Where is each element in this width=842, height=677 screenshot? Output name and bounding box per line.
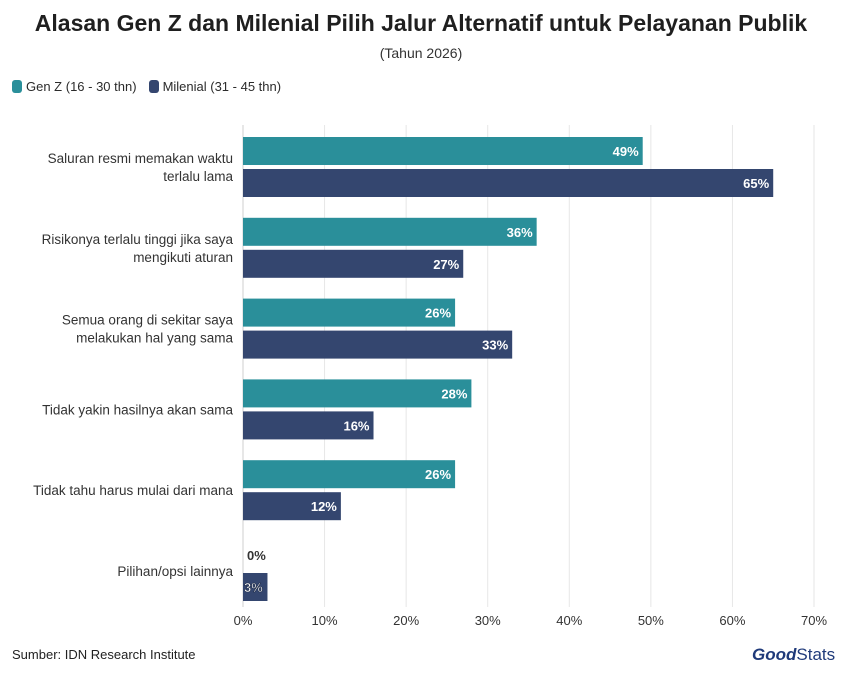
data-label: 26%: [425, 306, 451, 321]
category-label: mengikuti aturan: [133, 250, 233, 265]
legend-swatch-genz: [12, 80, 22, 93]
bar-milenial: [243, 330, 513, 359]
x-tick-label: 50%: [638, 613, 664, 628]
logo-good: Good: [752, 645, 797, 664]
category-label: melakukan hal yang sama: [76, 331, 233, 346]
bar-genz: [243, 137, 643, 165]
category-label: Risikonya terlalu tinggi jika saya: [42, 232, 234, 247]
data-label: 28%: [441, 386, 467, 401]
category-label: Pilihan/opsi lainnya: [117, 564, 233, 579]
bar-genz: [243, 298, 456, 327]
x-tick-label: 20%: [393, 613, 419, 628]
data-label: 36%: [507, 225, 533, 240]
data-label: 33%: [482, 338, 508, 353]
legend-swatch-milenial: [148, 80, 159, 93]
bar-genz: [243, 217, 537, 246]
data-label: 12%: [311, 499, 337, 514]
x-tick-label: 30%: [475, 613, 501, 628]
bar-milenial: [243, 411, 374, 440]
bar-milenial: [243, 249, 464, 278]
category-label: Tidak yakin hasilnya akan sama: [42, 402, 233, 417]
data-label: 27%: [433, 257, 459, 272]
legend-label-genz: Gen Z (16 - 30 thn): [26, 79, 137, 94]
legend-label-milenial: Milenial (31 - 45 thn): [162, 79, 282, 94]
category-label: Saluran resmi memakan waktu: [48, 151, 233, 166]
chart-title: Alasan Gen Z dan Milenial Pilih Jalur Al…: [34, 10, 808, 36]
category-label: terlalu lama: [163, 169, 233, 184]
logo-stats: Stats: [796, 645, 836, 664]
bar-milenial: [243, 169, 774, 197]
goodstats-logo: GoodStats: [752, 645, 835, 665]
data-label: 65%: [743, 176, 769, 191]
data-label: 49%: [613, 144, 639, 159]
data-label: 0%: [247, 548, 266, 563]
source-note: Sumber: IDN Research Institute: [12, 647, 196, 662]
bar-milenial: [243, 492, 341, 521]
category-label: Semua orang di sekitar saya: [62, 313, 234, 328]
bar-genz: [243, 379, 472, 408]
x-tick-label: 10%: [312, 613, 338, 628]
x-tick-label: 0%: [234, 613, 253, 628]
category-label: Tidak tahu harus mulai dari mana: [33, 483, 233, 498]
legend: Gen Z (16 - 30 thn) Milenial (31 - 45 th…: [12, 79, 281, 94]
data-label: 16%: [343, 418, 369, 433]
data-label: 3%: [244, 580, 263, 595]
x-tick-label: 40%: [556, 613, 582, 628]
bar-milenial: [243, 573, 268, 601]
x-tick-label: 60%: [719, 613, 745, 628]
bar-genz: [243, 460, 456, 489]
x-tick-label: 70%: [801, 613, 827, 628]
legend-item-milenial: Milenial (31 - 45 thn): [148, 79, 282, 94]
chart-subtitle: (Tahun 2026): [379, 45, 463, 61]
legend-item-genz: Gen Z (16 - 30 thn): [12, 79, 137, 94]
data-label: 26%: [425, 467, 451, 482]
